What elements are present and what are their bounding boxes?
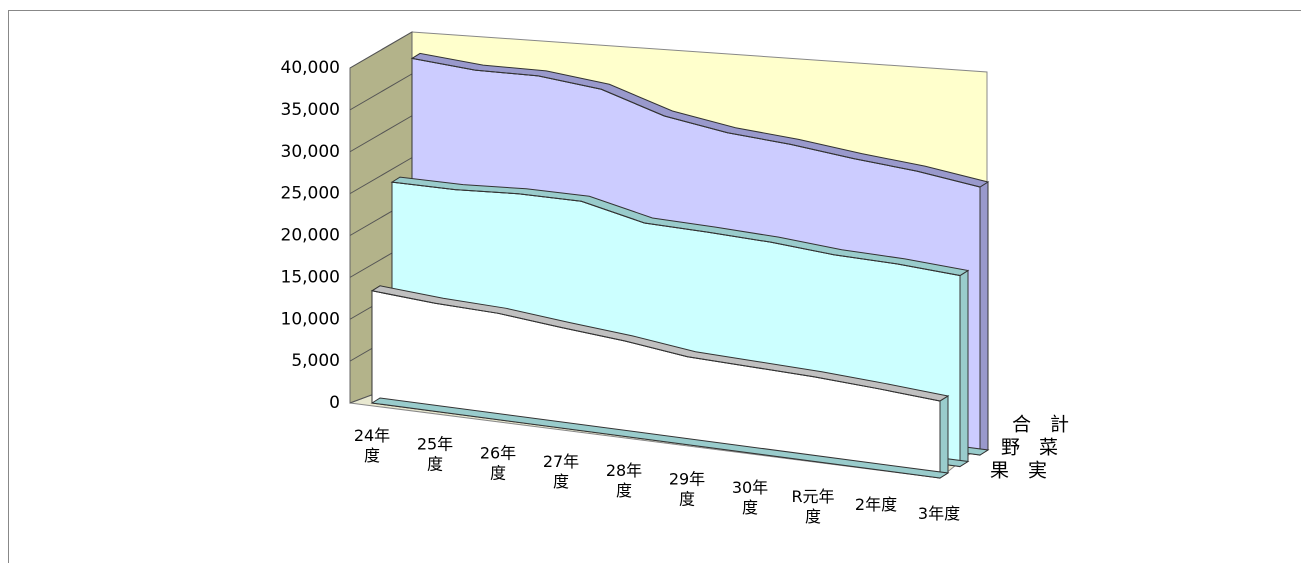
area-line — [391, 181, 961, 277]
y-tick-label: 25,000 — [281, 184, 340, 204]
grid-line — [349, 73, 413, 111]
y-tick-label: 0 — [329, 393, 340, 413]
chart-frame — [8, 10, 1301, 563]
grid-line — [349, 157, 413, 195]
y-tick-label: 5,000 — [291, 351, 340, 371]
grid-line — [349, 31, 413, 69]
x-tick-label: 3年度 — [918, 504, 960, 523]
y-tick-label: 30,000 — [281, 142, 340, 162]
area-line — [371, 290, 941, 402]
x-tick-label: 28年度 — [606, 460, 642, 499]
grid: 0 5,000 10,000 15,000 20,000 25,000 30,000 35,0… — [281, 31, 413, 413]
series-label: 果 実 — [990, 460, 1047, 482]
series-label: 野 菜 — [1001, 437, 1058, 459]
x-tick-label: 29年度 — [669, 469, 705, 508]
area-base — [370, 397, 950, 479]
grid-line — [349, 115, 413, 153]
x-tick-label: 27年度 — [543, 452, 579, 491]
area-line — [411, 57, 981, 188]
area-side — [939, 395, 949, 479]
area-side — [979, 181, 989, 456]
series-label: 合 計 — [1012, 414, 1069, 436]
plot-area — [370, 52, 990, 479]
x-tick-label: R元年度 — [791, 486, 834, 525]
x-tick-label: 30年度 — [732, 478, 768, 517]
y-tick-label: 40,000 — [281, 58, 340, 78]
x-tick-label: 2年度 — [855, 495, 897, 514]
x-tick-label: 24年度 — [354, 426, 390, 465]
y-tick-label: 10,000 — [281, 309, 340, 329]
x-tick-label: 26年度 — [480, 443, 516, 482]
x-tick-label: 25年度 — [417, 434, 453, 473]
y-tick-label: 35,000 — [281, 100, 340, 120]
y-tick-label: 20,000 — [281, 226, 340, 246]
area-side — [959, 269, 969, 468]
y-tick-label: 15,000 — [281, 267, 340, 287]
